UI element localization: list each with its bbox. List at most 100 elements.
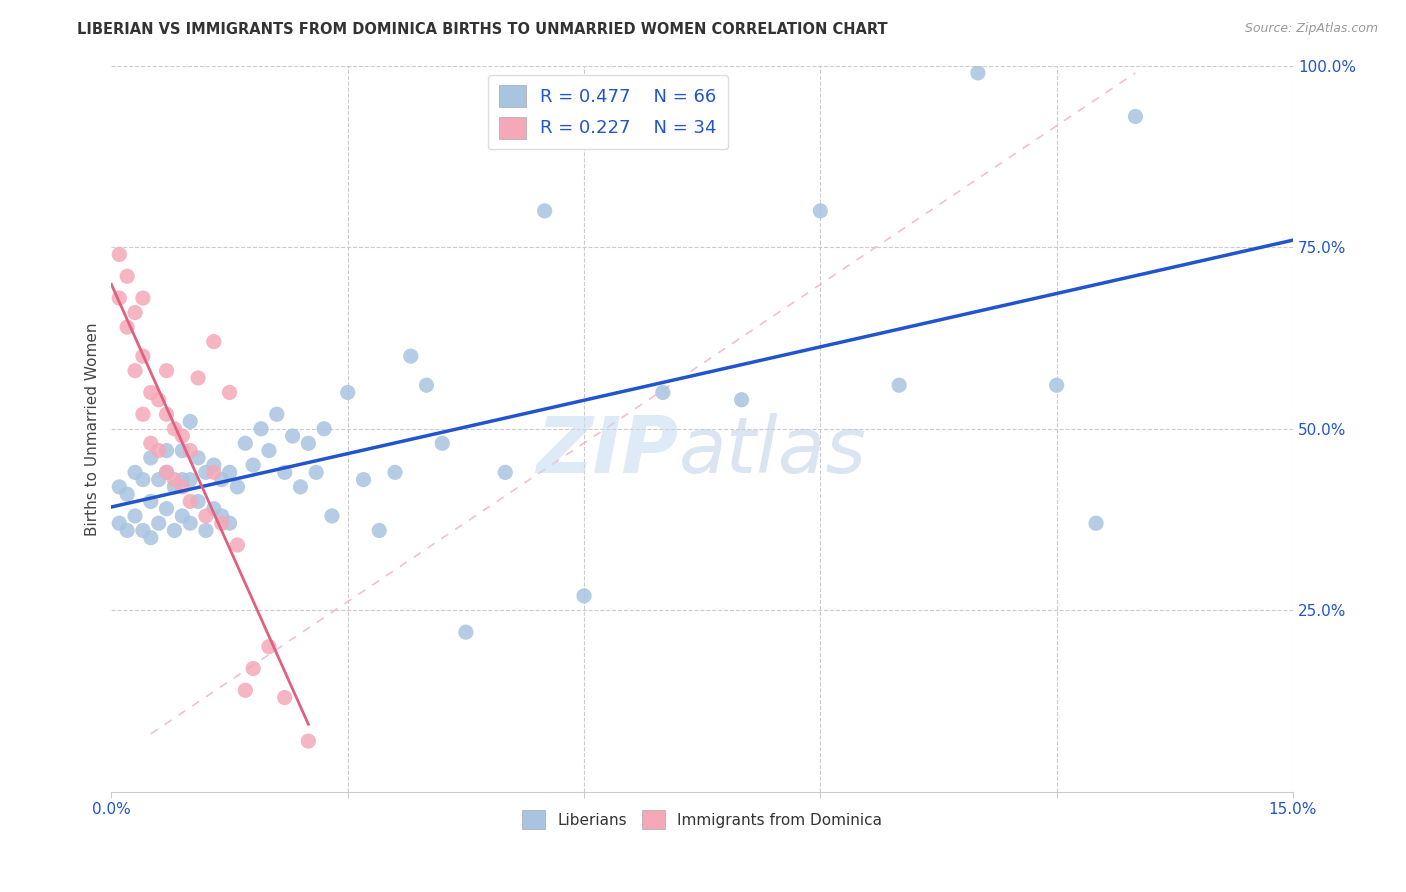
Point <box>148 443 170 458</box>
Point <box>148 473 170 487</box>
Point <box>124 466 146 480</box>
Point <box>108 291 131 305</box>
Point <box>172 480 194 494</box>
Point <box>273 690 295 705</box>
Point <box>172 473 194 487</box>
Point <box>290 480 312 494</box>
Point <box>218 466 240 480</box>
Point <box>163 480 186 494</box>
Point <box>242 458 264 472</box>
Point <box>266 407 288 421</box>
Point <box>155 501 177 516</box>
Point <box>139 531 162 545</box>
Point <box>273 466 295 480</box>
Point <box>124 364 146 378</box>
Point <box>384 466 406 480</box>
Point <box>257 443 280 458</box>
Point <box>297 436 319 450</box>
Point <box>148 392 170 407</box>
Point <box>148 516 170 531</box>
Point <box>179 494 201 508</box>
Point <box>211 516 233 531</box>
Point <box>187 371 209 385</box>
Point <box>242 661 264 675</box>
Point <box>132 349 155 363</box>
Point <box>233 683 256 698</box>
Point <box>297 734 319 748</box>
Point <box>124 305 146 319</box>
Point <box>368 524 391 538</box>
Point <box>155 466 177 480</box>
Point <box>494 466 516 480</box>
Point <box>139 385 162 400</box>
Point <box>226 538 249 552</box>
Point <box>336 385 359 400</box>
Point <box>194 466 217 480</box>
Point <box>281 429 304 443</box>
Point <box>1125 110 1147 124</box>
Point <box>124 508 146 523</box>
Point <box>250 422 273 436</box>
Point <box>202 466 225 480</box>
Legend: Liberians, Immigrants from Dominica: Liberians, Immigrants from Dominica <box>516 805 889 835</box>
Point <box>533 203 555 218</box>
Point <box>399 349 422 363</box>
Point <box>808 203 831 218</box>
Point <box>572 589 595 603</box>
Point <box>415 378 437 392</box>
Point <box>218 516 240 531</box>
Point <box>172 443 194 458</box>
Point <box>172 508 194 523</box>
Point <box>163 524 186 538</box>
Point <box>139 494 162 508</box>
Point <box>218 385 240 400</box>
Text: ZIP: ZIP <box>536 413 679 489</box>
Point <box>115 320 138 334</box>
Point <box>115 524 138 538</box>
Point <box>321 508 343 523</box>
Point <box>155 407 177 421</box>
Point <box>211 473 233 487</box>
Point <box>179 415 201 429</box>
Point <box>257 640 280 654</box>
Point <box>432 436 454 450</box>
Point <box>155 443 177 458</box>
Point <box>967 66 990 80</box>
Point <box>163 422 186 436</box>
Point <box>1085 516 1108 531</box>
Point <box>139 450 162 465</box>
Point <box>730 392 752 407</box>
Point <box>202 458 225 472</box>
Point <box>179 443 201 458</box>
Point <box>108 516 131 531</box>
Point <box>155 364 177 378</box>
Text: atlas: atlas <box>679 413 866 489</box>
Point <box>226 480 249 494</box>
Point <box>305 466 328 480</box>
Point <box>194 524 217 538</box>
Point <box>155 466 177 480</box>
Point <box>179 473 201 487</box>
Point <box>651 385 673 400</box>
Point <box>211 508 233 523</box>
Point <box>115 487 138 501</box>
Point <box>108 480 131 494</box>
Point <box>172 429 194 443</box>
Point <box>139 436 162 450</box>
Point <box>202 334 225 349</box>
Point <box>1046 378 1069 392</box>
Point <box>132 473 155 487</box>
Point <box>132 407 155 421</box>
Point <box>179 516 201 531</box>
Point <box>233 436 256 450</box>
Point <box>454 625 477 640</box>
Text: Source: ZipAtlas.com: Source: ZipAtlas.com <box>1244 22 1378 36</box>
Y-axis label: Births to Unmarried Women: Births to Unmarried Women <box>86 322 100 535</box>
Point <box>163 473 186 487</box>
Point <box>187 494 209 508</box>
Point <box>132 524 155 538</box>
Point <box>202 501 225 516</box>
Text: LIBERIAN VS IMMIGRANTS FROM DOMINICA BIRTHS TO UNMARRIED WOMEN CORRELATION CHART: LIBERIAN VS IMMIGRANTS FROM DOMINICA BIR… <box>77 22 889 37</box>
Point <box>353 473 375 487</box>
Point <box>194 508 217 523</box>
